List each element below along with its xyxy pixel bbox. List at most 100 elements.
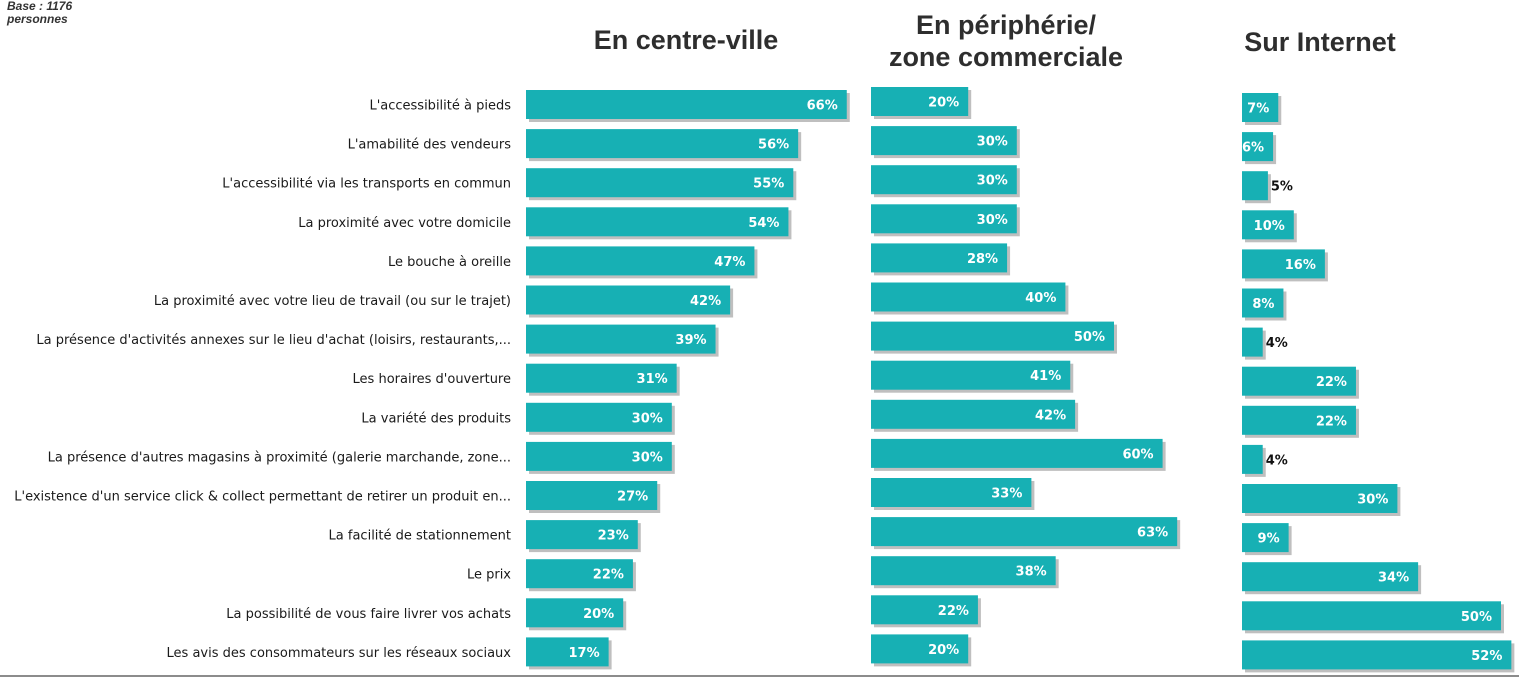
panel-title-internet-line-1: Sur Internet xyxy=(1244,27,1396,57)
bar-internet xyxy=(1242,640,1512,670)
data-label-internet: 7% xyxy=(1247,102,1269,117)
data-label-internet: 22% xyxy=(1316,414,1347,429)
data-label-internet: 30% xyxy=(1357,493,1388,508)
category-label: La présence d'activités annexes sur le l… xyxy=(36,333,511,348)
bar-peripherie xyxy=(871,360,1071,390)
data-label-peripherie: 60% xyxy=(1122,447,1153,462)
bar-centre-ville xyxy=(526,441,672,471)
bar-centre-ville xyxy=(526,598,624,628)
category-label: Le prix xyxy=(467,568,511,583)
data-label-peripherie: 22% xyxy=(938,604,969,619)
data-label-peripherie: 38% xyxy=(1016,565,1047,580)
bar-centre-ville xyxy=(526,363,677,393)
bar-internet xyxy=(1242,405,1356,435)
bar-centre-ville xyxy=(526,285,731,315)
bar-peripherie xyxy=(871,517,1178,547)
data-label-peripherie: 20% xyxy=(928,643,959,658)
category-label: Les avis des consommateurs sur les résea… xyxy=(167,646,512,661)
bottom-divider xyxy=(0,675,1519,677)
category-label: La possibilité de vous faire livrer vos … xyxy=(226,607,511,622)
bar-centre-ville xyxy=(526,246,755,276)
category-label: La présence d'autres magasins à proximit… xyxy=(48,450,511,465)
bar-peripherie xyxy=(871,165,1017,195)
panel-title-centre-ville: En centre-ville xyxy=(541,24,831,56)
bar-peripherie xyxy=(871,321,1114,351)
data-label-internet: 6% xyxy=(1242,141,1264,156)
data-label-centre-ville: 23% xyxy=(598,529,629,544)
category-label: La proximité avec votre domicile xyxy=(298,216,511,231)
data-label-centre-ville: 17% xyxy=(568,646,599,661)
bar-peripherie xyxy=(871,204,1017,234)
bar-internet xyxy=(1242,249,1325,279)
bar-centre-ville xyxy=(526,481,658,510)
data-label-centre-ville: 20% xyxy=(583,607,614,622)
bar-centre-ville xyxy=(526,402,672,432)
bar-centre-ville xyxy=(526,129,799,159)
data-label-peripherie: 30% xyxy=(977,213,1008,228)
data-label-centre-ville: 54% xyxy=(748,216,779,231)
bar-internet xyxy=(1242,132,1274,162)
data-label-centre-ville: 31% xyxy=(637,372,668,387)
bar-peripherie xyxy=(871,634,969,664)
category-label: La proximité avec votre lieu de travail … xyxy=(154,294,511,309)
bar-internet xyxy=(1242,444,1263,474)
bar-centre-ville xyxy=(526,207,789,237)
data-label-internet: 9% xyxy=(1258,532,1280,547)
base-note: Base : 1176 personnes xyxy=(7,0,72,26)
bar-peripherie xyxy=(871,243,1008,273)
data-label-peripherie: 41% xyxy=(1030,369,1061,384)
data-label-internet: 8% xyxy=(1252,297,1274,312)
bar-internet xyxy=(1242,171,1268,201)
panel-title-peripherie-line-1: En périphérie/ xyxy=(915,10,1097,40)
data-label-internet: 50% xyxy=(1461,610,1492,625)
bar-peripherie xyxy=(871,478,1032,507)
bar-peripherie xyxy=(871,595,978,625)
data-label-internet: 34% xyxy=(1378,571,1409,586)
data-label-internet: 4% xyxy=(1266,336,1288,351)
bar-centre-ville xyxy=(526,90,847,119)
data-label-peripherie: 42% xyxy=(1035,408,1066,423)
panel-title-peripherie: En périphérie/ zone commerciale xyxy=(856,9,1156,73)
data-label-centre-ville: 30% xyxy=(632,450,663,465)
data-label-centre-ville: 39% xyxy=(675,333,706,348)
data-label-internet: 16% xyxy=(1285,258,1316,273)
data-label-peripherie: 30% xyxy=(977,174,1008,189)
data-label-peripherie: 20% xyxy=(928,96,959,111)
category-label: La facilité de stationnement xyxy=(329,529,511,544)
category-label: Le bouche à oreille xyxy=(388,255,511,270)
bar-centre-ville xyxy=(526,168,794,198)
bar-internet xyxy=(1242,484,1398,513)
category-label: L'accessibilité à pieds xyxy=(369,99,511,114)
panel-title-centre-ville-line-1: En centre-ville xyxy=(593,25,779,55)
bar-internet xyxy=(1242,210,1294,240)
bar-peripherie xyxy=(871,399,1076,429)
bar-centre-ville xyxy=(526,559,633,589)
category-label: La variété des produits xyxy=(361,411,511,426)
bar-peripherie xyxy=(871,438,1163,468)
bar-internet xyxy=(1242,288,1284,318)
data-label-internet: 22% xyxy=(1316,375,1347,390)
base-note-line-1: Base : 1176 xyxy=(7,0,73,13)
bar-centre-ville xyxy=(526,637,609,667)
data-label-peripherie: 63% xyxy=(1137,526,1168,541)
data-label-centre-ville: 22% xyxy=(593,568,624,583)
category-label: L'accessibilité via les transports en co… xyxy=(222,177,511,192)
panel-title-peripherie-line-2: zone commerciale xyxy=(888,42,1124,72)
data-label-internet: 5% xyxy=(1271,180,1293,195)
bar-internet xyxy=(1242,366,1356,396)
bar-internet xyxy=(1242,523,1289,553)
data-label-centre-ville: 30% xyxy=(632,411,663,426)
data-label-centre-ville: 42% xyxy=(690,294,721,309)
panel-title-internet: Sur Internet xyxy=(1210,26,1430,58)
bar-centre-ville xyxy=(526,520,638,550)
bar-peripherie xyxy=(871,556,1056,586)
data-label-centre-ville: 56% xyxy=(758,138,789,153)
bar-peripherie xyxy=(871,87,969,116)
data-label-centre-ville: 47% xyxy=(714,255,745,270)
data-label-centre-ville: 27% xyxy=(617,490,648,505)
category-label: L'amabilité des vendeurs xyxy=(348,138,512,153)
data-label-peripherie: 50% xyxy=(1074,330,1105,345)
bar-peripherie xyxy=(871,126,1017,156)
data-label-internet: 10% xyxy=(1254,219,1285,234)
category-label: Les horaires d'ouverture xyxy=(353,372,511,387)
